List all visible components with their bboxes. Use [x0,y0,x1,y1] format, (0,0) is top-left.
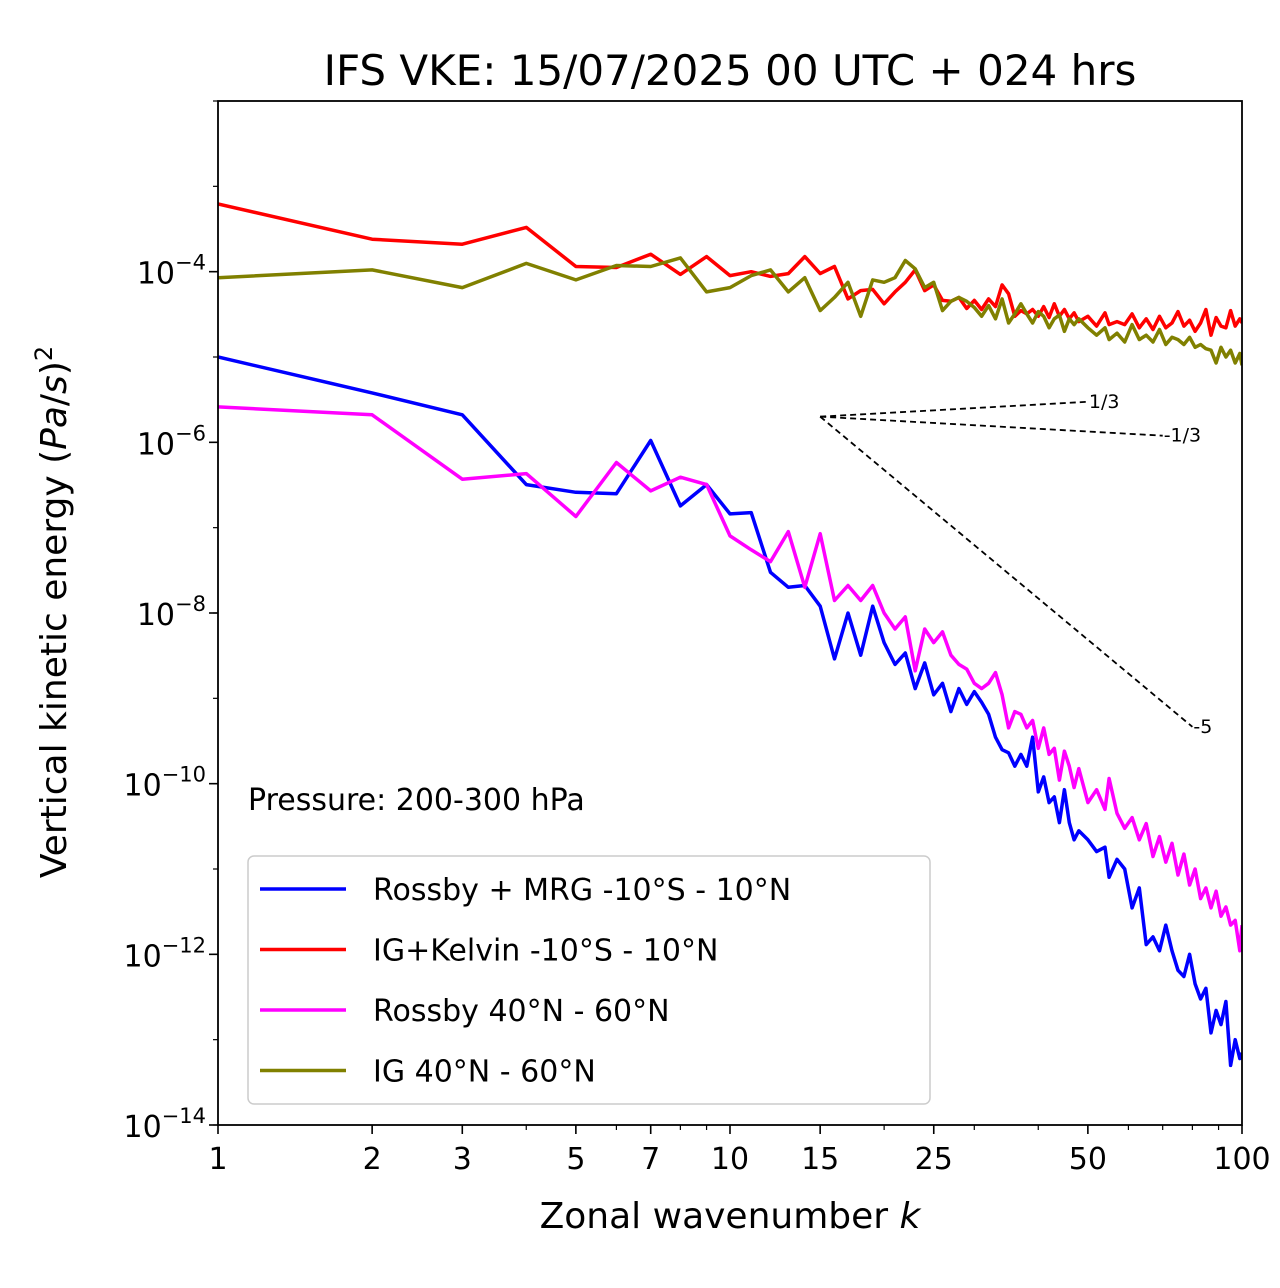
y-axis-label-exp: 2 [30,346,58,361]
reference-line-label-2: -5 [1193,716,1212,738]
x-tick-label: 50 [1069,1142,1107,1177]
series-line-0 [218,355,1242,1068]
y-tick-label: 10−10 [123,763,206,804]
x-axis-label-text: Zonal wavenumber [540,1196,900,1237]
legend-box [247,855,931,1105]
legend-label-3: IG 40°N - 60°N [373,1055,596,1090]
reference-line-0 [820,400,1088,418]
y-axis-label: Vertical kinetic energy (Pa/s)2 [30,346,75,878]
plot-area: 1/3 -1/3 -5 1 2 3 5 7 10 15 25 50 100 10−4 10−6 10−8 10−… [123,100,1271,1177]
x-tick-label: 5 [566,1142,585,1177]
legend-label-2: Rossby 40°N - 60°N [373,994,670,1029]
y-tick-label: 10−6 [137,421,206,462]
x-tick-label: 25 [915,1142,953,1177]
y-tick-label: 10−12 [123,933,206,974]
legend-label-0: Rossby + MRG -10°S - 10°N [373,873,791,908]
x-tick-label: 100 [1213,1142,1270,1177]
legend-label-1: IG+Kelvin -10°S - 10°N [373,934,718,969]
x-tick-label: 3 [453,1142,472,1177]
x-tick-label: 15 [801,1142,839,1177]
chart-title: IFS VKE: 15/07/2025 00 UTC + 024 hrs [324,46,1137,95]
pressure-annotation: Pressure: 200-300 hPa [248,783,585,818]
y-tick-label: 10−4 [137,251,206,292]
reference-line-1 [820,415,1163,437]
reference-line-label-0: 1/3 [1089,391,1120,413]
reference-line-2 [819,415,1193,728]
series-line-3 [218,256,1242,366]
x-axis-label: Zonal wavenumber k [540,1196,923,1237]
x-tick-label: 7 [641,1142,660,1177]
y-tick-label: 10−14 [123,1104,206,1145]
x-tick-label: 2 [363,1142,382,1177]
x-tick-label: 10 [711,1142,749,1177]
y-axis-label-text: Vertical kinetic energy ( [34,450,75,878]
x-tick-label: 1 [208,1142,227,1177]
reference-line-label-1: -1/3 [1164,425,1201,447]
legend: Rossby + MRG -10°S - 10°N IG+Kelvin -10°S… [247,855,931,1105]
x-axis-label-var: k [900,1196,923,1237]
series-line-2 [218,405,1242,953]
y-tick-label: 10−8 [137,592,206,633]
